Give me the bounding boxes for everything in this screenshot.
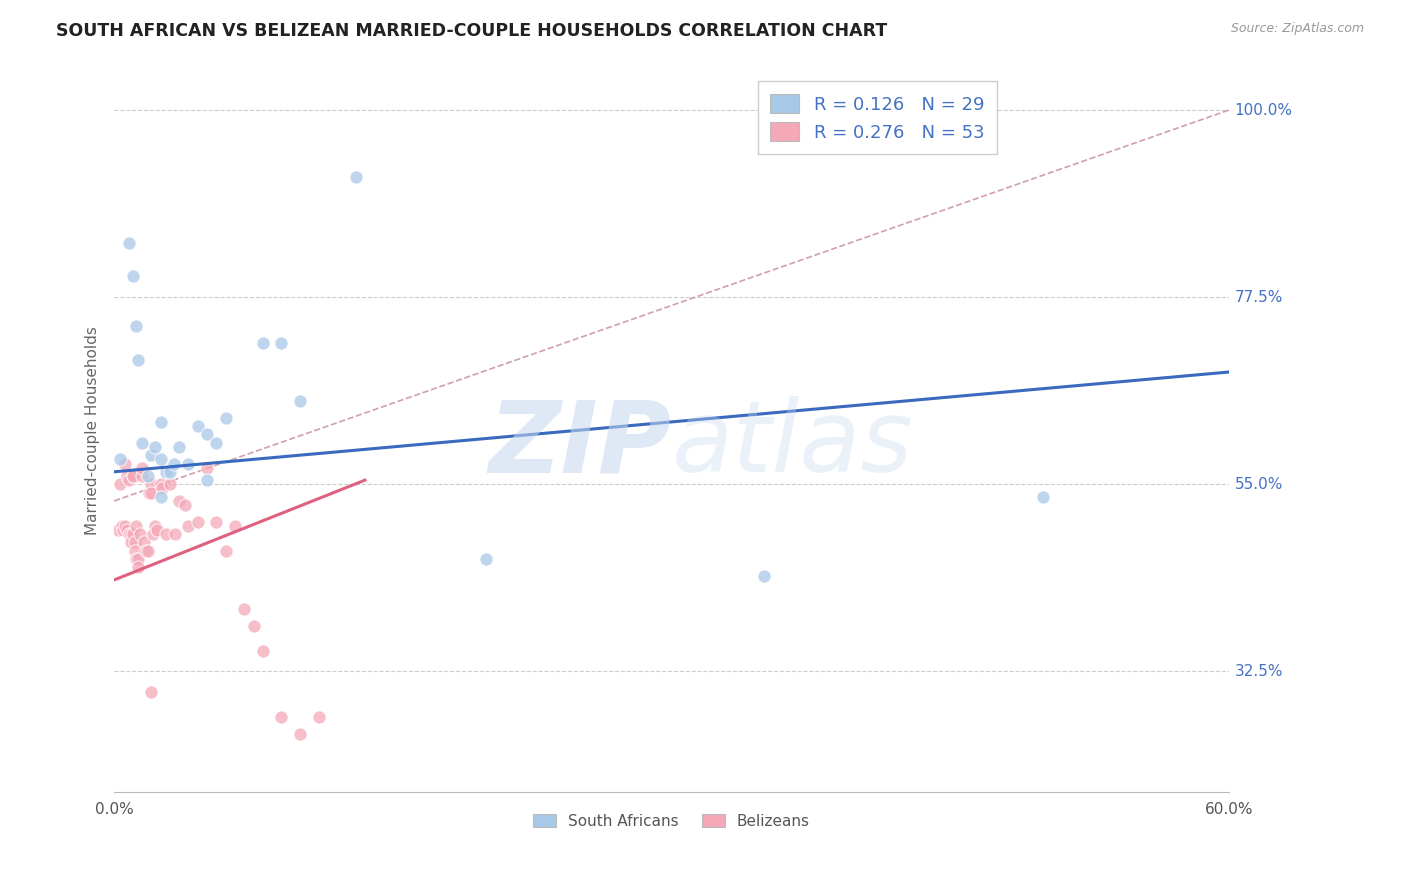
Point	[270, 710, 292, 724]
Point	[224, 519, 246, 533]
Point	[270, 335, 292, 350]
Point	[118, 473, 141, 487]
Legend: South Africans, Belizeans: South Africans, Belizeans	[527, 807, 815, 835]
Point	[136, 469, 159, 483]
Point	[308, 710, 330, 724]
Point	[149, 452, 172, 467]
Point	[124, 535, 146, 549]
Point	[165, 527, 187, 541]
Point	[167, 494, 190, 508]
Point	[121, 269, 143, 284]
Point	[124, 544, 146, 558]
Point	[121, 527, 143, 541]
Point	[114, 457, 136, 471]
Point	[135, 544, 157, 558]
Point	[121, 469, 143, 483]
Point	[195, 473, 218, 487]
Point	[108, 477, 131, 491]
Point	[111, 519, 134, 533]
Point	[141, 485, 163, 500]
Point	[129, 527, 152, 541]
Point	[173, 498, 195, 512]
Point	[195, 427, 218, 442]
Point	[149, 415, 172, 429]
Text: 100.0%: 100.0%	[1234, 103, 1292, 118]
Point	[138, 485, 160, 500]
Point	[167, 440, 190, 454]
Point	[288, 727, 311, 741]
Point	[131, 460, 153, 475]
Point	[125, 552, 148, 566]
Text: SOUTH AFRICAN VS BELIZEAN MARRIED-COUPLE HOUSEHOLDS CORRELATION CHART: SOUTH AFRICAN VS BELIZEAN MARRIED-COUPLE…	[56, 22, 887, 40]
Point	[108, 452, 131, 467]
Point	[120, 527, 142, 541]
Point	[177, 519, 200, 533]
Point	[214, 410, 236, 425]
Point	[162, 457, 184, 471]
Point	[141, 685, 163, 699]
Point	[114, 519, 136, 533]
Point	[205, 515, 228, 529]
Point	[121, 469, 143, 483]
Point	[143, 519, 166, 533]
Point	[1032, 490, 1054, 504]
Point	[252, 643, 274, 657]
Point	[142, 527, 165, 541]
Point	[146, 523, 169, 537]
Y-axis label: Married-couple Households: Married-couple Households	[86, 326, 100, 534]
Point	[344, 169, 367, 184]
Point	[107, 523, 129, 537]
Point	[754, 568, 776, 582]
Point	[233, 602, 256, 616]
Point	[115, 523, 138, 537]
Text: ZIP: ZIP	[488, 396, 672, 493]
Point	[115, 469, 138, 483]
Point	[205, 435, 228, 450]
Point	[159, 477, 181, 491]
Point	[125, 319, 148, 334]
Point	[155, 465, 177, 479]
Point	[149, 490, 172, 504]
Point	[127, 560, 149, 574]
Point	[136, 544, 159, 558]
Point	[127, 352, 149, 367]
Text: 55.0%: 55.0%	[1234, 477, 1284, 491]
Point	[141, 477, 163, 491]
Point	[159, 465, 181, 479]
Point	[187, 515, 209, 529]
Point	[242, 618, 264, 632]
Point	[127, 552, 149, 566]
Point	[143, 440, 166, 454]
Point	[288, 394, 311, 409]
Text: atlas: atlas	[672, 396, 912, 493]
Point	[195, 460, 218, 475]
Text: 77.5%: 77.5%	[1234, 290, 1284, 305]
Point	[214, 544, 236, 558]
Point	[118, 527, 141, 541]
Point	[131, 469, 153, 483]
Point	[125, 519, 148, 533]
Point	[141, 448, 163, 462]
Text: 32.5%: 32.5%	[1234, 664, 1284, 679]
Point	[112, 523, 135, 537]
Point	[152, 482, 174, 496]
Point	[131, 435, 153, 450]
Point	[149, 477, 172, 491]
Point	[177, 457, 200, 471]
Point	[118, 236, 141, 251]
Point	[252, 335, 274, 350]
Text: Source: ZipAtlas.com: Source: ZipAtlas.com	[1230, 22, 1364, 36]
Point	[132, 535, 155, 549]
Point	[187, 419, 209, 434]
Point	[474, 552, 496, 566]
Point	[155, 527, 177, 541]
Point	[120, 535, 142, 549]
